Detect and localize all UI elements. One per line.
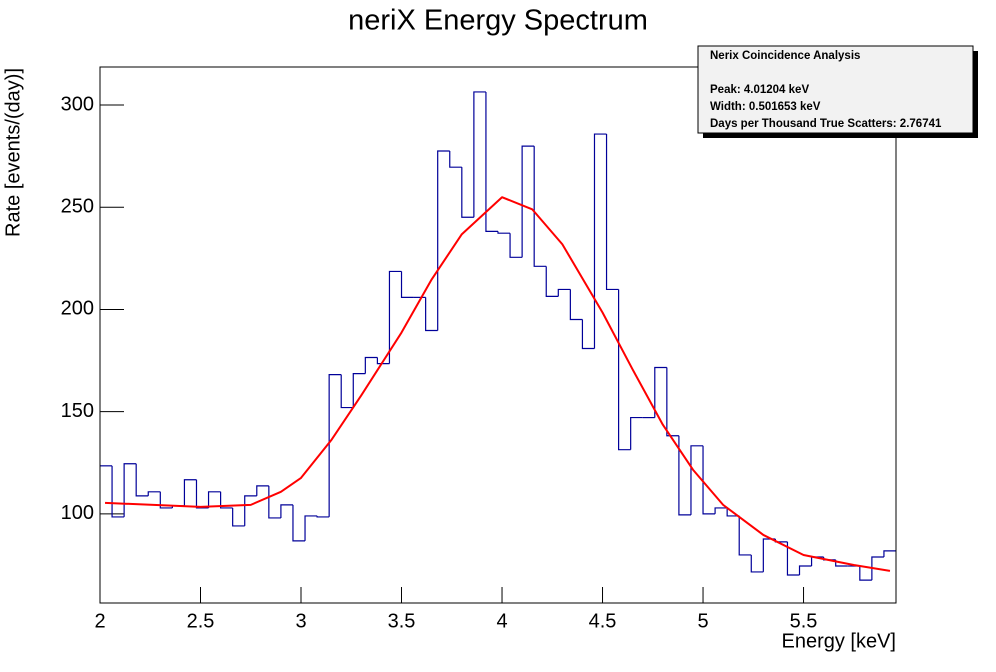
histogram-bin bbox=[232, 507, 245, 527]
histogram-bin bbox=[111, 465, 125, 518]
histogram-bin bbox=[726, 507, 740, 517]
histogram-bin bbox=[798, 565, 812, 575]
histogram-bin bbox=[533, 146, 547, 267]
x-tick-label: 3.5 bbox=[388, 610, 416, 632]
stats-line: Peak: 4.01204 keV bbox=[710, 84, 809, 96]
histogram-bin bbox=[509, 233, 523, 258]
histogram-bin bbox=[220, 491, 233, 509]
stats-line: Width: 0.501653 keV bbox=[710, 101, 821, 113]
histogram-bin bbox=[461, 167, 474, 218]
histogram-bin bbox=[207, 491, 221, 508]
histogram-bin bbox=[497, 231, 511, 234]
histogram-bin bbox=[364, 356, 378, 374]
histogram-bin bbox=[485, 91, 498, 232]
histogram-bin bbox=[521, 145, 535, 258]
histogram-bin bbox=[654, 366, 667, 418]
histogram-bin bbox=[630, 416, 643, 450]
histogram-bin bbox=[581, 319, 595, 350]
y-tick-label: 200 bbox=[61, 298, 94, 320]
histogram-bin bbox=[388, 270, 402, 364]
histogram-bin bbox=[786, 541, 800, 576]
histogram-bin bbox=[400, 271, 414, 298]
histogram-bin bbox=[702, 445, 716, 515]
x-tick-label: 4 bbox=[496, 610, 507, 632]
histogram-bin bbox=[159, 491, 173, 509]
y-tick-label: 250 bbox=[61, 196, 94, 218]
histogram-bin bbox=[328, 374, 342, 517]
x-tick-label: 4.5 bbox=[589, 610, 617, 632]
histogram-bin bbox=[473, 91, 486, 218]
histogram-bin bbox=[147, 491, 161, 496]
histogram-bin bbox=[376, 357, 390, 365]
x-tick-label: 5.5 bbox=[790, 610, 818, 632]
histogram-bin bbox=[256, 485, 269, 496]
y-tick-label: 100 bbox=[61, 502, 94, 524]
stats-box: Nerix Coincidence Analysis Peak: 4.01204… bbox=[697, 45, 978, 138]
histogram-bin bbox=[593, 133, 607, 349]
histogram-bin bbox=[859, 565, 872, 581]
chart-title: neriX Energy Spectrum bbox=[348, 5, 648, 37]
histogram-bin bbox=[545, 266, 559, 297]
histogram-bin bbox=[195, 479, 209, 509]
x-tick-label: 3 bbox=[295, 610, 306, 632]
x-tick-label: 2.5 bbox=[187, 610, 215, 632]
histogram-bin bbox=[678, 435, 691, 516]
histogram-bin bbox=[304, 515, 318, 541]
histogram-bin bbox=[352, 373, 366, 408]
histogram-bin bbox=[123, 463, 137, 517]
y-tick-label: 150 bbox=[61, 400, 94, 422]
histogram-bin bbox=[714, 507, 728, 514]
histogram-bin bbox=[605, 134, 619, 291]
histogram-bin bbox=[871, 556, 884, 581]
x-tick-label: 2 bbox=[94, 610, 105, 632]
fit-curve bbox=[104, 196, 891, 572]
histogram-bin bbox=[244, 495, 257, 526]
y-tick-label: 300 bbox=[61, 93, 94, 115]
x-tick-label: 5 bbox=[697, 610, 708, 632]
stats-panel bbox=[697, 45, 974, 134]
histogram-bin bbox=[738, 515, 752, 556]
histogram-bin bbox=[557, 288, 571, 297]
histogram-bin bbox=[690, 445, 704, 515]
histogram-bin bbox=[883, 550, 896, 558]
histogram-bin bbox=[316, 515, 330, 518]
histogram-bin bbox=[340, 374, 354, 409]
histogram-bin bbox=[135, 463, 149, 497]
frame bbox=[99, 66, 897, 604]
stats-line: Days per Thousand True Scatters: 2.76741 bbox=[710, 118, 942, 130]
histogram-bin bbox=[449, 151, 462, 168]
histogram-bin bbox=[425, 297, 438, 332]
y-axis-label: Rate [events/(day)] bbox=[2, 68, 24, 237]
histogram-bin bbox=[750, 554, 764, 573]
stats-title: Nerix Coincidence Analysis bbox=[710, 50, 860, 62]
histogram-bin bbox=[280, 504, 293, 518]
histogram-bin bbox=[292, 504, 306, 542]
x-axis-label: Energy [keV] bbox=[781, 630, 896, 652]
histogram-bin bbox=[183, 479, 197, 506]
histogram-bin bbox=[666, 367, 679, 437]
histogram-bin bbox=[569, 289, 583, 321]
plot-area: 2 2.5 3 3.5 4 4.5 5 5.5 100 150 200 250 300 bbox=[61, 91, 896, 632]
